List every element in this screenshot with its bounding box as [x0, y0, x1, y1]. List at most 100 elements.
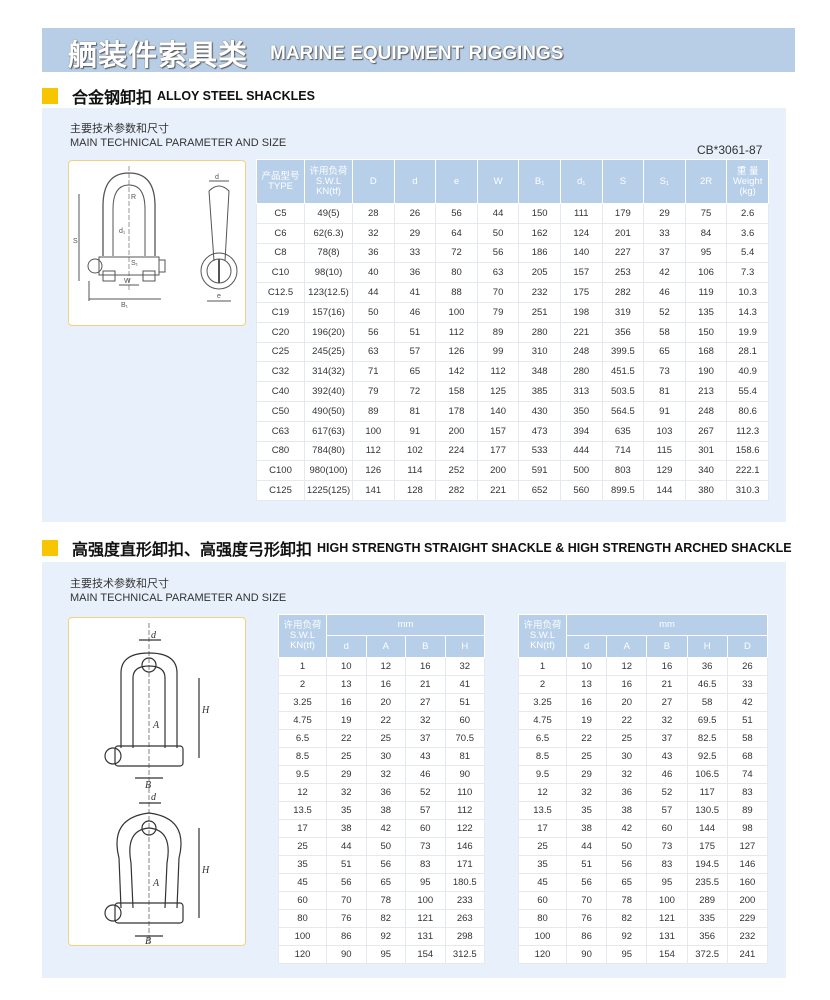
- table-cell: 110: [444, 783, 485, 802]
- table-cell: 37: [646, 729, 688, 748]
- table-cell: 89: [726, 801, 769, 820]
- table-cell: 162: [518, 222, 561, 244]
- table-cell: 5.4: [726, 242, 769, 264]
- table-cell: 241: [726, 945, 769, 964]
- dim-label: H: [201, 705, 210, 716]
- table-cell: 122: [444, 819, 485, 838]
- table-cell: 86: [565, 927, 608, 946]
- table-cell: 57: [405, 801, 446, 820]
- table-cell: 80: [518, 909, 567, 928]
- table-cell: 380: [684, 480, 728, 501]
- header-line: KN(tf): [530, 640, 555, 651]
- subtitle-en: MAIN TECHNICAL PARAMETER AND SIZE: [70, 592, 287, 604]
- table-cell: 198: [559, 301, 603, 323]
- table-cell: 372.5: [686, 945, 728, 964]
- table-cell: 9.5: [278, 765, 327, 784]
- table-cell: C8: [256, 242, 305, 264]
- table-cell: 45: [278, 873, 327, 892]
- table-row: C100 980(100) 126 114 252 200 591 500 803 129 340 2…: [256, 460, 769, 482]
- table-cell: 803: [601, 460, 645, 482]
- table-cell: 158.6: [726, 440, 769, 462]
- table-cell: 32: [365, 765, 406, 784]
- table-cell: 20: [606, 693, 648, 712]
- table-cell: 112: [476, 361, 520, 383]
- header-row: 许用负荷 S.W.L KN(tf) mm: [278, 614, 485, 658]
- table-cell: 503.5: [601, 381, 645, 402]
- table-row: 35 51 56 83 194.5 146: [518, 855, 769, 874]
- table-cell: 46: [393, 301, 437, 323]
- column-header: W: [476, 159, 520, 204]
- straight-shackle-table: 许用负荷 S.W.L KN(tf) mm d A B H 1 10 12 16 32 2 13 16 21 41 3…: [278, 614, 485, 964]
- table-cell: 399.5: [601, 341, 645, 363]
- header-line: W: [493, 175, 503, 187]
- table-cell: 65: [606, 873, 648, 892]
- table-cell: 32: [352, 222, 395, 244]
- table-cell: 196(20): [304, 321, 353, 343]
- table-cell: 144: [686, 819, 728, 838]
- table-cell: 313: [559, 381, 603, 402]
- table-cell: 90: [326, 945, 367, 964]
- table-cell: 102: [393, 440, 437, 462]
- table-cell: 473: [518, 420, 561, 442]
- table-cell: 60: [518, 891, 567, 910]
- table-cell: 95: [365, 945, 406, 964]
- table-cell: 8.5: [518, 747, 567, 766]
- table-cell: 90: [565, 945, 608, 964]
- table-row: 6.5 22 25 37 82.5 58: [518, 729, 769, 748]
- table-cell: 111: [559, 203, 603, 224]
- table-cell: 32: [444, 657, 485, 676]
- table-cell: 144: [643, 480, 686, 501]
- table-cell: 57: [646, 801, 688, 820]
- table-cell: 252: [435, 460, 478, 482]
- table-row: 25 44 50 73 146: [278, 837, 485, 856]
- table-cell: 70: [565, 891, 608, 910]
- dim-label: W: [124, 278, 131, 285]
- table-cell: 52: [643, 301, 686, 323]
- table-cell: 81: [643, 381, 686, 402]
- header-line: d: [412, 175, 418, 187]
- table-cell: 25: [365, 729, 406, 748]
- table-cell: 617(63): [304, 420, 353, 442]
- table-cell: 33: [726, 675, 769, 694]
- table-cell: 100: [352, 420, 395, 442]
- table-cell: 60: [444, 711, 485, 730]
- table-cell: 44: [326, 837, 367, 856]
- table-cell: 10.3: [726, 282, 769, 303]
- header-line: D: [369, 175, 377, 187]
- table-row: 60 70 78 100 289 200: [518, 891, 769, 910]
- table-cell: 235.5: [686, 873, 728, 892]
- table-cell: 201: [601, 222, 645, 244]
- table-row: 9.5 29 32 46 90: [278, 765, 485, 784]
- table-cell: 500: [559, 460, 603, 482]
- table-cell: 112: [352, 440, 395, 462]
- table-cell: 13: [326, 675, 367, 694]
- table-cell: 175: [559, 282, 603, 303]
- table-cell: 68: [726, 747, 769, 766]
- table-cell: 52: [646, 783, 688, 802]
- table-cell: 56: [606, 855, 648, 874]
- table-cell: C63: [256, 420, 305, 442]
- table-cell: 56: [435, 203, 478, 224]
- table-row: 3.25 16 20 27 58 42: [518, 693, 769, 712]
- table-cell: 37: [643, 242, 686, 264]
- table-cell: 56: [476, 242, 520, 264]
- header-line: 许用负荷: [523, 620, 562, 631]
- table-cell: 115: [643, 440, 686, 462]
- section-marker: [42, 88, 58, 104]
- table-cell: 56: [365, 855, 406, 874]
- table-cell: 38: [606, 801, 648, 820]
- header-line: 许用负荷: [283, 620, 322, 631]
- column-header: A: [365, 635, 406, 658]
- table-cell: 51: [565, 855, 608, 874]
- table-cell: 221: [559, 321, 603, 343]
- header-line: KN(tf): [290, 640, 315, 651]
- table-cell: 17: [278, 819, 327, 838]
- table-cell: 43: [646, 747, 688, 766]
- table-cell: 175: [686, 837, 728, 856]
- table-cell: 12: [518, 783, 567, 802]
- table-row: C20 196(20) 56 51 112 89 280 221 356 58 150 19.9: [256, 321, 769, 343]
- table-cell: 60: [405, 819, 446, 838]
- table-cell: 200: [476, 460, 520, 482]
- table-cell: 98: [726, 819, 769, 838]
